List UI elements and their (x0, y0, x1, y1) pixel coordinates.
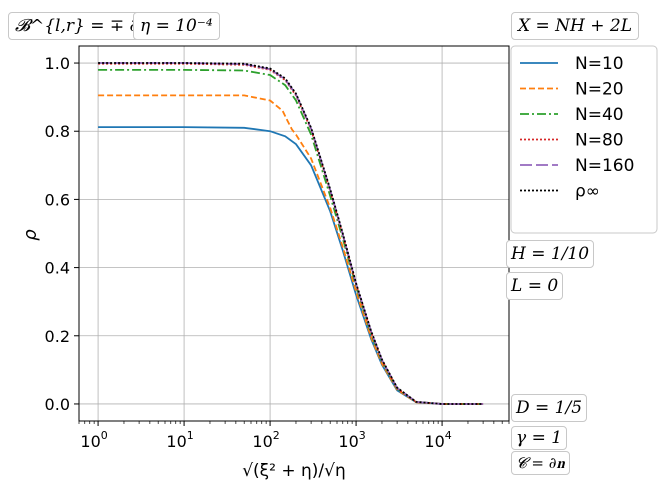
x-definition-annotation: X = NH + 2L (511, 12, 640, 40)
series-line (98, 62, 484, 405)
legend: N=10 N=20 N=40 N=80 N=160 ρ∞ (510, 45, 658, 234)
gamma-annotation: γ = 1 (511, 426, 568, 450)
legend-label: N=20 (575, 80, 624, 100)
axis-ticks: 0.0 0.2 0.4 0.6 0.8 1.0 100 101 102 103 104 (45, 54, 510, 451)
grid-lines (79, 46, 509, 421)
legend-label: ρ∞ (575, 182, 600, 202)
legend-label: N=80 (575, 131, 624, 151)
y-axis-label: ρ (20, 229, 41, 241)
legend-label: N=40 (575, 105, 624, 125)
y-tick-label: 0.4 (45, 259, 70, 278)
legend-label: N=160 (575, 156, 634, 176)
x-tick-label: 101 (166, 429, 193, 451)
series-line (98, 94, 484, 405)
series-line (98, 62, 484, 405)
series-lines (98, 62, 484, 405)
series-line (98, 126, 484, 405)
plot-frame (78, 45, 510, 422)
l-annotation: L = 0 (506, 272, 564, 300)
x-tick-label: 104 (424, 429, 451, 451)
legend-box (510, 45, 658, 234)
x-tick-label: 102 (252, 429, 279, 451)
h-annotation: H = 1/10 (506, 240, 595, 268)
legend-label: N=10 (575, 54, 624, 74)
y-tick-label: 0.8 (45, 122, 70, 141)
series-line (98, 62, 484, 405)
d-annotation: D = 1/5 (511, 394, 588, 422)
y-tick-label: 0.0 (45, 395, 70, 414)
y-tick-label: 0.6 (45, 190, 70, 209)
y-tick-label: 1.0 (45, 54, 70, 73)
x-tick-label: 103 (338, 429, 365, 451)
c-annotation: 𝓒 = ∂𝐧 (511, 451, 570, 475)
x-axis-label: √(ξ² + η)/√η (242, 461, 346, 481)
x-tick-label: 100 (80, 429, 107, 451)
y-tick-label: 0.2 (45, 327, 70, 346)
boundary-condition-annotation: 𝓑^{l,r} = ∓ ∂x (8, 12, 155, 40)
eta-annotation: η = 10⁻⁴ (133, 12, 220, 40)
series-line (98, 69, 484, 405)
